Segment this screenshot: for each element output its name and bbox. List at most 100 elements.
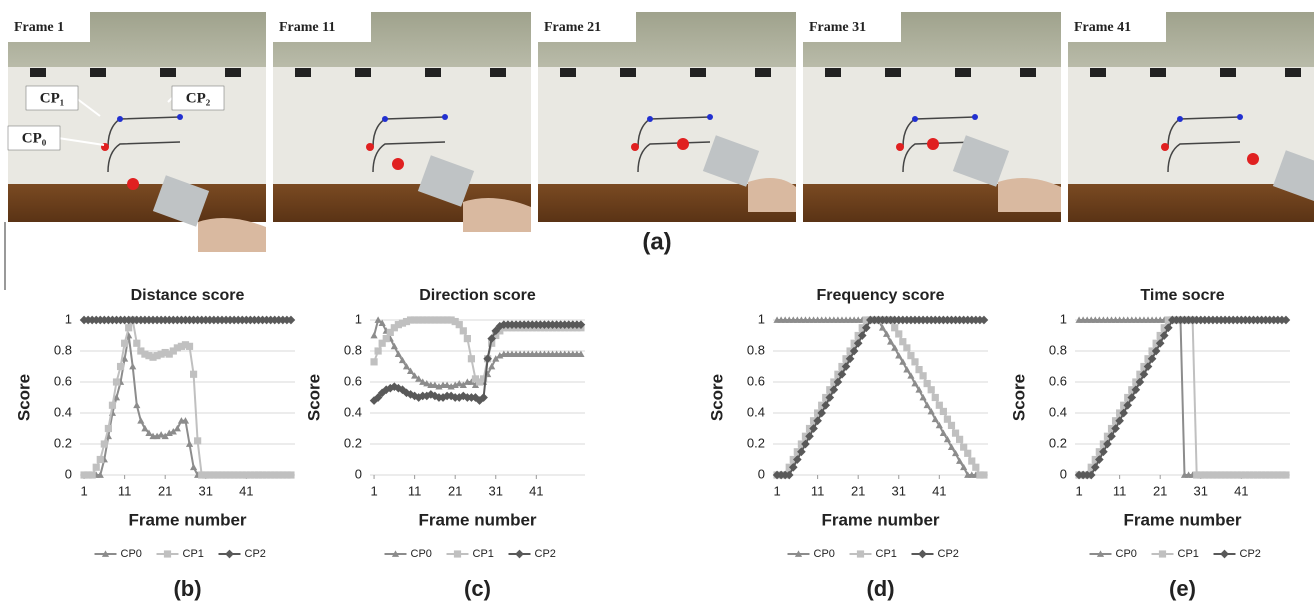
legend-label: CP2 bbox=[1240, 548, 1261, 560]
marker-card bbox=[1020, 68, 1036, 77]
y-tick-label: 0.8 bbox=[54, 342, 72, 357]
marker-card bbox=[355, 68, 371, 77]
table bbox=[1068, 67, 1314, 184]
y-tick-label: 0.6 bbox=[1049, 373, 1067, 388]
point bbox=[911, 380, 918, 386]
frame-label: Frame 41 bbox=[1074, 20, 1131, 35]
point bbox=[896, 143, 904, 151]
point bbox=[968, 457, 975, 464]
photo-row: Frame 1Frame 11Frame 21Frame 31Frame 41C… bbox=[8, 12, 1314, 252]
x-tick-label: 1 bbox=[1075, 483, 1082, 498]
x-tick-label: 11 bbox=[1113, 483, 1127, 498]
legend-label: CP1 bbox=[1178, 548, 1199, 560]
point bbox=[1177, 116, 1183, 122]
point bbox=[891, 324, 898, 331]
point bbox=[177, 114, 183, 120]
point bbox=[97, 456, 104, 463]
point bbox=[972, 464, 979, 471]
point bbox=[194, 437, 201, 444]
point bbox=[895, 330, 902, 337]
legend-label: CP0 bbox=[411, 548, 432, 560]
marker-card bbox=[90, 68, 106, 77]
y-tick-label: 0.8 bbox=[747, 342, 765, 357]
hand bbox=[748, 178, 796, 212]
point bbox=[113, 378, 120, 385]
point bbox=[631, 143, 639, 151]
x-tick-label: 41 bbox=[529, 483, 543, 498]
marker-card bbox=[425, 68, 441, 77]
legend-label: CP2 bbox=[245, 548, 266, 560]
x-tick-label: 21 bbox=[448, 483, 462, 498]
y-tick-label: 0 bbox=[355, 466, 362, 481]
marker-card bbox=[755, 68, 771, 77]
marker-card bbox=[1220, 68, 1236, 77]
y-tick-label: 0.6 bbox=[747, 373, 765, 388]
y-tick-label: 1 bbox=[355, 311, 362, 326]
panel-label: (d) bbox=[866, 576, 894, 601]
point bbox=[190, 464, 197, 470]
point bbox=[105, 425, 112, 432]
x-axis-label: Frame number bbox=[128, 510, 246, 529]
point bbox=[366, 143, 374, 151]
point bbox=[932, 394, 939, 401]
legend-marker bbox=[918, 550, 927, 559]
point bbox=[117, 116, 123, 122]
frame-label: Frame 11 bbox=[279, 20, 335, 35]
series-line bbox=[777, 320, 984, 475]
point bbox=[1237, 114, 1243, 120]
legend-label: CP0 bbox=[121, 548, 142, 560]
point bbox=[370, 358, 377, 365]
photo: Frame 11 bbox=[273, 12, 531, 232]
point bbox=[121, 340, 128, 347]
photo: Frame 21 bbox=[538, 12, 796, 222]
panel-label: (e) bbox=[1169, 576, 1196, 601]
legend-label: CP0 bbox=[1116, 548, 1137, 560]
point bbox=[895, 352, 902, 358]
point bbox=[456, 321, 463, 328]
x-tick-label: 1 bbox=[370, 483, 377, 498]
point bbox=[924, 380, 931, 387]
y-tick-label: 0.2 bbox=[54, 435, 72, 450]
photo: Frame 41 bbox=[1068, 12, 1314, 227]
point bbox=[442, 114, 448, 120]
marker-card bbox=[295, 68, 311, 77]
point bbox=[956, 436, 963, 443]
point bbox=[1282, 471, 1289, 478]
y-tick-label: 0.8 bbox=[1049, 342, 1067, 357]
y-tick-label: 1 bbox=[65, 311, 72, 326]
panel-label: (c) bbox=[464, 576, 491, 601]
y-axis-label: Score bbox=[1009, 374, 1028, 421]
y-tick-label: 1 bbox=[1060, 311, 1067, 326]
table bbox=[803, 67, 1061, 184]
x-tick-label: 11 bbox=[408, 483, 422, 498]
x-tick-label: 1 bbox=[80, 483, 87, 498]
marker-card bbox=[225, 68, 241, 77]
point bbox=[468, 355, 475, 362]
marker-card bbox=[1090, 68, 1106, 77]
point bbox=[940, 430, 947, 436]
point bbox=[101, 440, 108, 447]
legend-label: CP1 bbox=[473, 548, 494, 560]
marker-card bbox=[885, 68, 901, 77]
x-axis-label: Frame number bbox=[821, 510, 939, 529]
point bbox=[915, 366, 922, 373]
marker-card bbox=[620, 68, 636, 77]
x-axis-label: Frame number bbox=[418, 510, 536, 529]
legend-marker bbox=[857, 550, 864, 557]
x-tick-label: 11 bbox=[118, 483, 132, 498]
y-axis-label: Score bbox=[707, 374, 726, 421]
device-tip bbox=[927, 138, 939, 150]
marker-card bbox=[690, 68, 706, 77]
point bbox=[887, 338, 894, 344]
hand bbox=[198, 218, 266, 252]
x-tick-label: 31 bbox=[892, 483, 906, 498]
annotation: CP₁ bbox=[40, 90, 65, 106]
x-tick-label: 11 bbox=[811, 483, 825, 498]
chart-title: Direction score bbox=[419, 287, 536, 304]
point bbox=[133, 402, 140, 408]
y-tick-label: 0.4 bbox=[747, 404, 765, 419]
point bbox=[707, 114, 713, 120]
y-tick-label: 0.6 bbox=[344, 373, 362, 388]
marker-card bbox=[490, 68, 506, 77]
point bbox=[952, 430, 959, 437]
